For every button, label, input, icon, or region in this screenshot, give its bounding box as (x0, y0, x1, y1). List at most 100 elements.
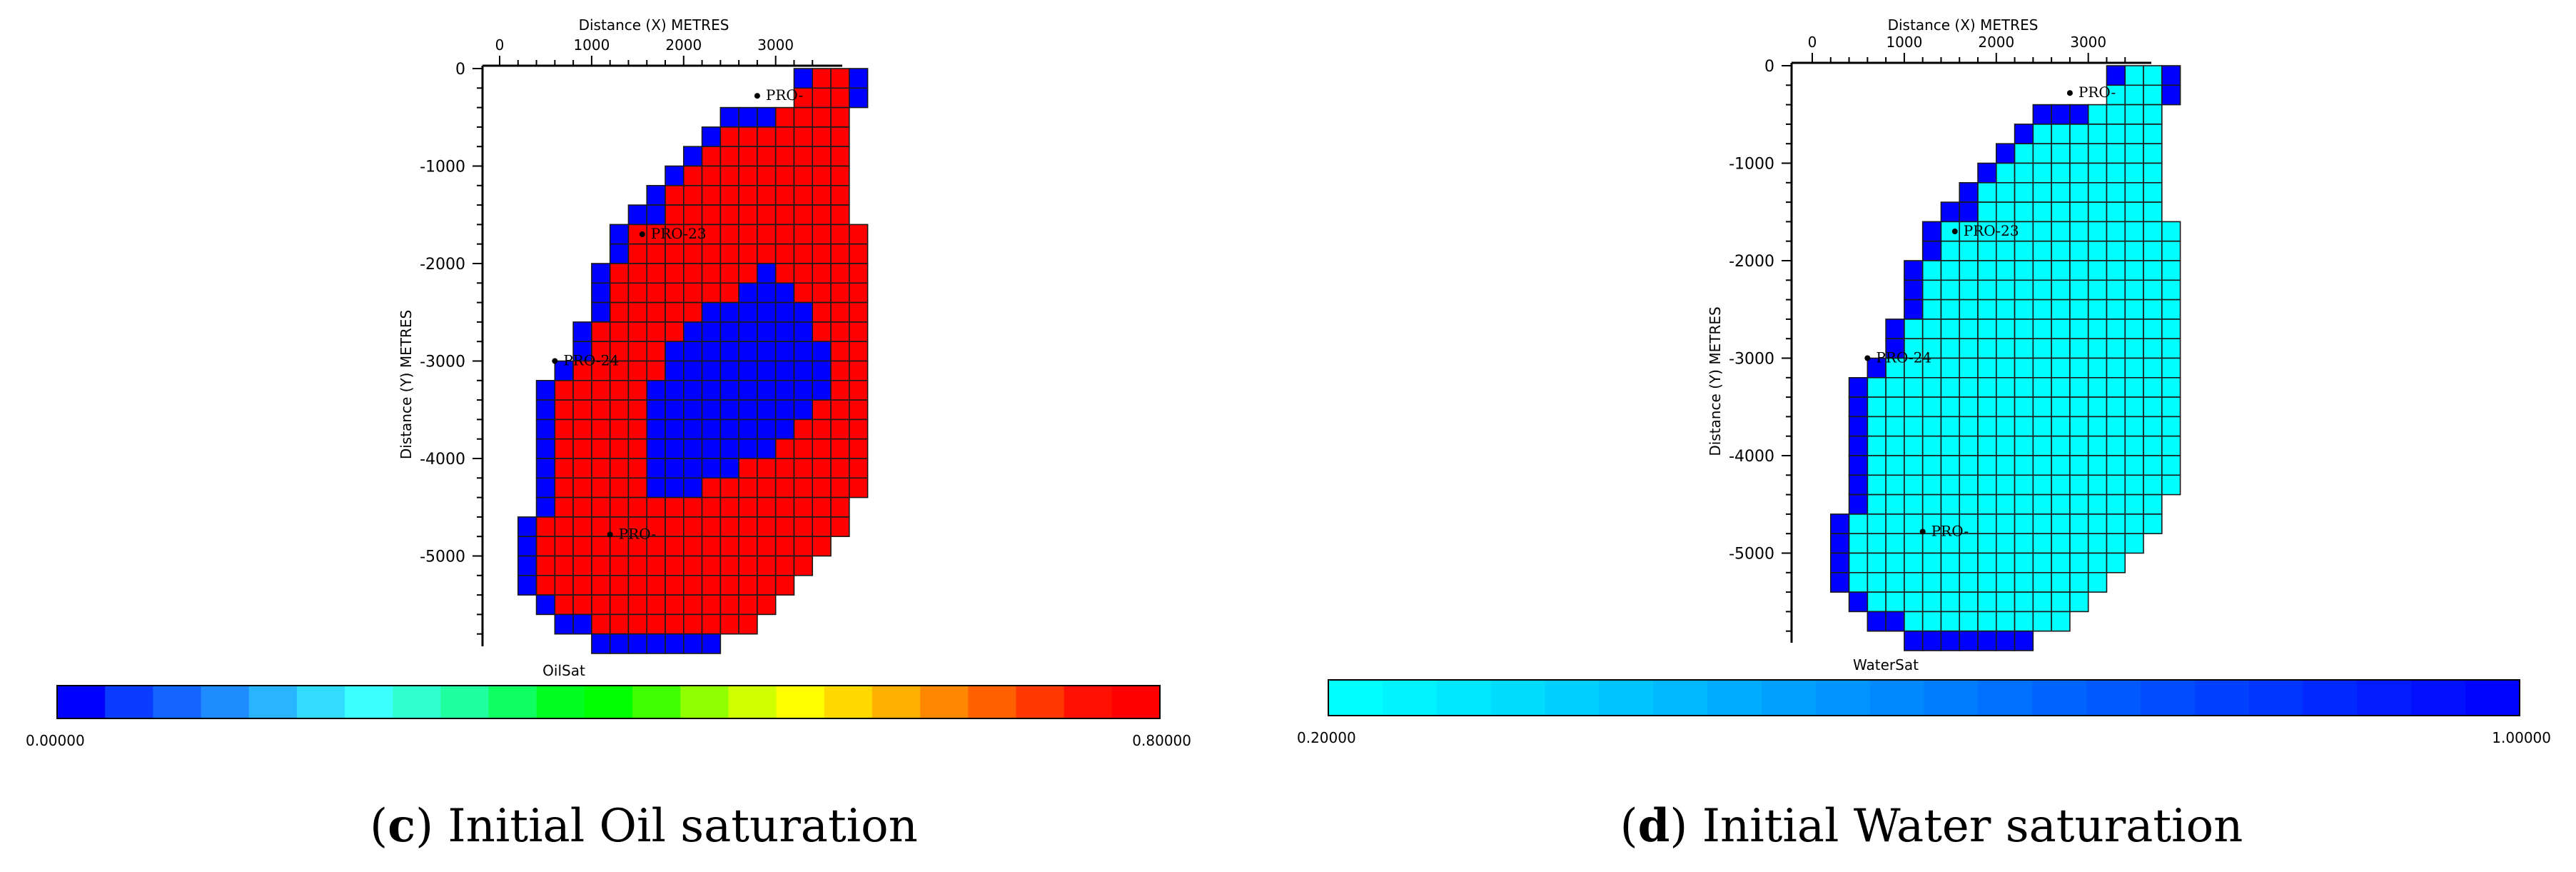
grid-cell (757, 341, 777, 362)
grid-cell (646, 321, 666, 342)
grid-cell (2069, 533, 2089, 554)
grid-cell (2124, 474, 2144, 496)
grid-cell (1977, 513, 1997, 535)
colorbar-swatch (105, 686, 153, 718)
grid-cell (1848, 552, 1869, 573)
grid-cell (757, 165, 777, 186)
grid-cell (609, 243, 630, 264)
grid-cell (665, 438, 685, 459)
grid-cell (1995, 591, 2016, 613)
x-axis: 0 1000 2000 3000 (1808, 34, 2126, 63)
grid-cell (2032, 435, 2052, 456)
grid-cell (572, 613, 592, 635)
grid-cell (812, 165, 832, 186)
colorbar-swatch (488, 686, 537, 718)
grid-cell (1904, 319, 1924, 339)
well-marker (1864, 355, 1871, 361)
grid-cell (1885, 435, 1905, 456)
grid-cell (757, 321, 777, 342)
grid-cell (2106, 338, 2126, 359)
grid-cell (2069, 474, 2089, 496)
grid-cell (572, 438, 592, 459)
grid-cell (719, 146, 739, 167)
oil-saturation-chart: 0 1000 2000 3000 0 -1000 -2000 -3000 -4000 -5000… (26, 16, 1191, 853)
grid-cell (1977, 611, 1997, 632)
grid-cell (1995, 182, 2016, 203)
grid-cell (2069, 376, 2089, 398)
grid-cell (738, 594, 758, 616)
grid-cell (774, 126, 795, 147)
grid-cell (793, 321, 814, 342)
grid-cell (701, 126, 722, 147)
grid-cell (2161, 435, 2181, 456)
grid-cell (591, 594, 611, 616)
grid-cell (627, 419, 648, 440)
grid-cell (2143, 319, 2163, 339)
grid-cell (2032, 299, 2052, 320)
grid-cell (1995, 455, 2016, 476)
grid-cell (774, 379, 795, 401)
grid-cell (1885, 513, 1905, 535)
grid-cell (738, 574, 758, 596)
grid-cell (1848, 376, 1869, 398)
grid-cell (682, 594, 703, 616)
colorbar-swatch (680, 686, 729, 718)
grid-cell (2106, 474, 2126, 496)
colorbar-swatch (2248, 680, 2304, 716)
grid-cell (1848, 533, 1869, 554)
grid-cell (2069, 182, 2089, 203)
grid-cell (719, 321, 739, 342)
grid-cell (2087, 357, 2108, 379)
grid-cell (1995, 260, 2016, 281)
grid-cell (774, 282, 795, 304)
grid-cell (793, 282, 814, 304)
grid-cell (2143, 240, 2163, 261)
grid-cell (1867, 493, 1886, 515)
grid-cell (572, 419, 592, 440)
grid-cell (719, 263, 739, 284)
colorbar-swatch (968, 686, 1017, 718)
grid-cell (738, 263, 758, 284)
grid-cell (2014, 260, 2034, 281)
grid-cell (2051, 611, 2071, 632)
grid-cell (2124, 416, 2144, 437)
grid-cell (1921, 416, 1942, 437)
grid-cell (701, 282, 722, 304)
grid-cell (719, 477, 739, 498)
colorbar-swatch (1545, 680, 1600, 716)
grid-cell (738, 458, 758, 479)
colorbar-swatch (2140, 680, 2196, 716)
grid-cell (682, 184, 703, 206)
grid-cell (682, 516, 703, 538)
grid-cell (2069, 104, 2089, 125)
y-tick-label: 0 (1764, 58, 1774, 76)
grid-cell (609, 555, 630, 576)
grid-cell (2143, 84, 2163, 106)
grid-cell (2014, 513, 2034, 535)
grid-cell (757, 496, 777, 518)
grid-cell (665, 555, 685, 576)
grid-cell (1921, 221, 1942, 242)
x-tick-label: 2000 (665, 36, 702, 54)
grid-cell (2051, 124, 2071, 144)
grid-cell (1885, 591, 1905, 613)
grid-cell (757, 399, 777, 421)
grid-cell (572, 516, 592, 538)
grid-cell (1885, 455, 1905, 476)
grid-cell (535, 419, 556, 440)
grid-cell (738, 536, 758, 557)
grid-cell (2087, 162, 2108, 184)
x-axis: 0 1000 2000 3000 (495, 36, 814, 66)
grid-cell (774, 321, 795, 342)
grid-cell (1867, 474, 1886, 496)
grid-cell (1940, 611, 1961, 632)
grid-cell (2106, 201, 2126, 223)
grid-cell (2143, 376, 2163, 398)
grid-cell (2124, 299, 2144, 320)
grid-cell (793, 477, 814, 498)
grid-cell (1977, 299, 1997, 320)
grid-cell (665, 399, 685, 421)
grid-cell (719, 613, 739, 635)
grid-cell (2069, 416, 2089, 437)
grid-cell (2087, 279, 2108, 301)
